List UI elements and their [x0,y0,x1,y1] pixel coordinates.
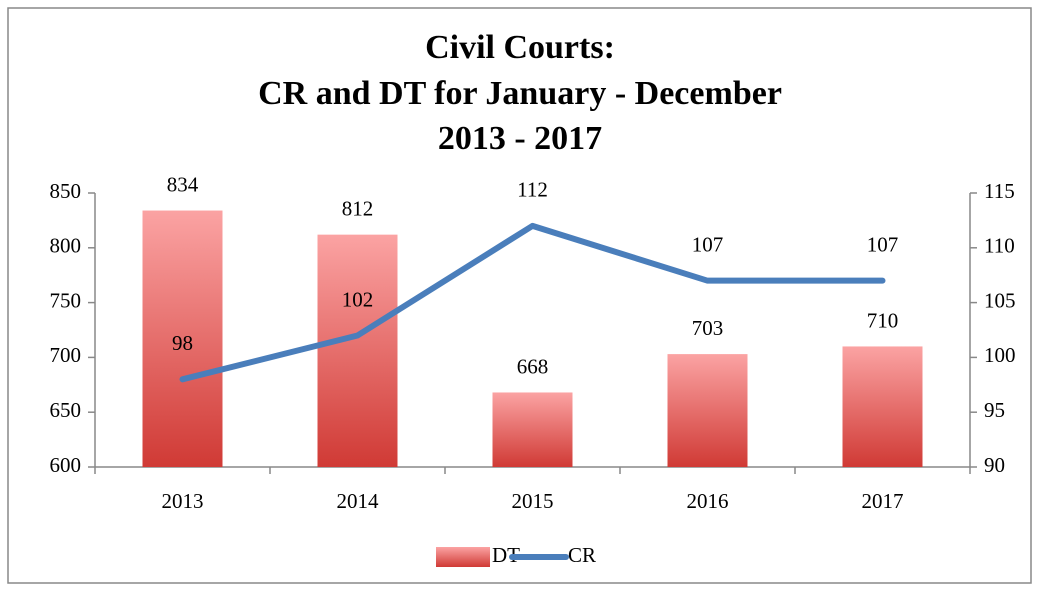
x-tick-label: 2014 [337,489,380,513]
bar [142,210,223,467]
bar-value-label: 834 [167,172,199,196]
x-tick-label: 2017 [862,489,904,513]
y-tick-label: 650 [50,398,82,422]
y-tick-label: 700 [50,343,82,367]
chart-title: 2013 - 2017 [438,120,602,157]
bar-value-label: 668 [517,354,549,378]
line-value-label: 102 [342,287,374,311]
y-tick-label: 850 [50,179,82,203]
y2-tick-label: 90 [984,453,1005,477]
bar-value-label: 703 [692,316,724,340]
y2-tick-label: 95 [984,398,1005,422]
y-tick-label: 800 [50,234,82,258]
y2-tick-label: 110 [984,234,1015,258]
line-value-label: 107 [867,232,899,256]
bar-value-label: 710 [867,308,899,332]
x-tick-label: 2016 [687,489,729,513]
legend-label: CR [568,543,596,567]
chart-title: Civil Courts: [425,29,615,66]
bar [667,354,748,467]
y2-tick-label: 105 [984,288,1016,312]
y2-tick-label: 115 [984,179,1015,203]
chart-title: CR and DT for January - December [258,75,782,112]
y-tick-label: 750 [50,288,82,312]
x-tick-label: 2013 [162,489,204,513]
bar [842,346,923,467]
line [179,222,886,383]
legend-swatch [436,547,490,567]
bar [492,392,573,467]
y2-tick-label: 100 [984,343,1016,367]
y-tick-label: 600 [50,453,82,477]
bar [317,234,398,467]
line-value-label: 112 [517,178,548,202]
bar-value-label: 812 [342,196,374,220]
line-value-label: 98 [172,331,193,355]
line-value-label: 107 [692,232,724,256]
x-tick-label: 2015 [512,489,554,513]
